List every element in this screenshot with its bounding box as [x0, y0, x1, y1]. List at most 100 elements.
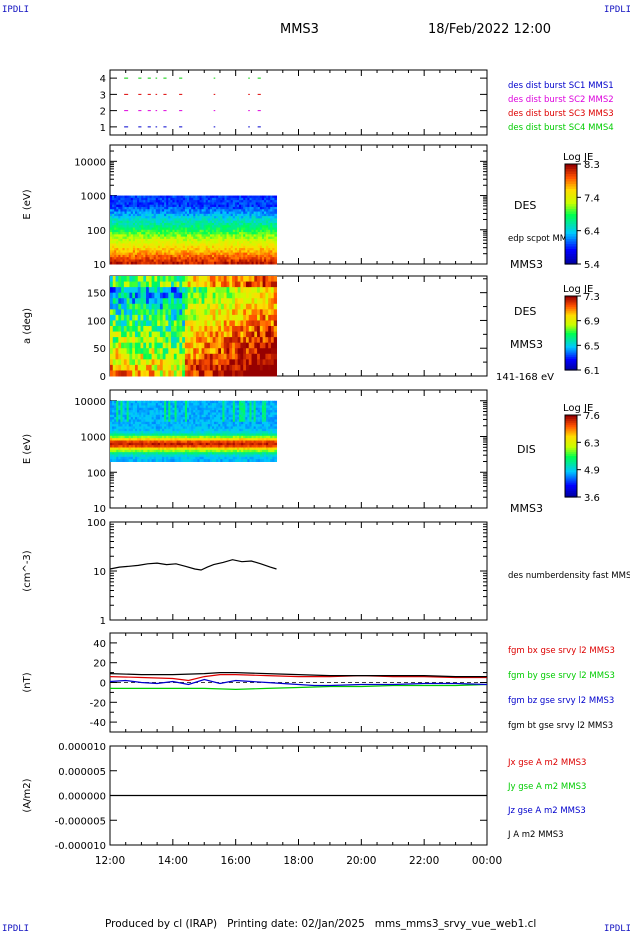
heatmap-cell — [268, 257, 271, 260]
heatmap-cell — [118, 454, 121, 458]
heatmap-cell — [129, 364, 133, 371]
heatmap-cell — [270, 234, 273, 238]
heatmap-cell — [128, 407, 132, 411]
heatmap-cell — [174, 241, 178, 244]
heatmap-cell — [234, 353, 239, 360]
heatmap-cell — [157, 216, 161, 219]
heatmap-cell — [209, 348, 214, 355]
heatmap-cell — [139, 433, 142, 437]
heatmap-cell — [255, 234, 259, 238]
heatmap-cell — [237, 353, 241, 360]
heatmap-cell — [139, 227, 142, 231]
heatmap-cell — [115, 287, 119, 294]
heatmap-cell — [168, 236, 171, 240]
colorbar-cell — [565, 191, 577, 195]
heatmap-cell — [265, 337, 269, 344]
heatmap-cell — [180, 424, 184, 427]
heatmap-cell — [166, 400, 169, 404]
heatmap-cell — [199, 250, 203, 254]
heatmap-cell — [245, 320, 250, 327]
heatmap-cell — [214, 227, 217, 231]
heatmap-cell — [168, 287, 172, 294]
heatmap-cell — [141, 421, 144, 425]
heatmap-cell — [116, 252, 119, 256]
colorbar-cell — [565, 216, 577, 220]
heatmap-cell — [126, 326, 130, 333]
heatmap-cell — [116, 227, 119, 231]
heatmap-cell — [137, 254, 140, 258]
heatmap-cell — [151, 238, 155, 242]
heatmap-cell — [201, 303, 205, 310]
heatmap-cell — [176, 216, 180, 219]
heatmap-cell — [114, 232, 117, 235]
heatmap-cell — [162, 261, 165, 265]
corner-tag-bottom-left: IPDLI — [2, 924, 30, 934]
heatmap-cell — [143, 250, 146, 254]
heatmap-cell — [176, 442, 180, 446]
heatmap-cell — [112, 236, 115, 240]
heatmap-cell — [122, 442, 126, 446]
heatmap-cell — [205, 238, 209, 242]
heatmap-cell — [248, 337, 253, 344]
heatmap-cell — [128, 232, 132, 235]
heatmap-cell — [254, 314, 258, 321]
heatmap-cell — [157, 452, 161, 455]
heatmap-cell — [249, 204, 253, 208]
heatmap-cell — [216, 209, 219, 213]
heatmap-cell — [141, 424, 144, 427]
heatmap-cell — [257, 326, 261, 333]
heatmap-cell — [193, 359, 197, 366]
heatmap-cell — [178, 195, 182, 199]
heatmap-cell — [179, 342, 183, 349]
heatmap-cell — [159, 197, 163, 201]
heatmap-cell — [153, 454, 157, 458]
heatmap-cell — [230, 232, 234, 235]
heatmap-cell — [251, 252, 255, 256]
heatmap-cell — [168, 438, 171, 441]
heatmap-cell — [257, 320, 261, 327]
heatmap-cell — [170, 257, 173, 260]
heatmap-cell — [151, 252, 155, 256]
heatmap-cell — [232, 200, 236, 203]
heatmap-cell — [268, 287, 272, 294]
heatmap-cell — [274, 252, 278, 256]
heatmap-cell — [214, 259, 217, 263]
des-pitch-tick-label: 50 — [93, 344, 106, 355]
heatmap-cell — [130, 407, 134, 411]
heatmap-cell — [187, 454, 190, 458]
heatmap-cell — [203, 241, 207, 244]
heatmap-cell — [123, 298, 128, 305]
heatmap-cell — [182, 257, 186, 260]
heatmap-cell — [199, 220, 203, 224]
heatmap-cell — [236, 202, 240, 206]
heatmap-cell — [149, 419, 153, 423]
heatmap-cell — [126, 424, 130, 427]
heatmap-cell — [251, 276, 255, 283]
colorbar-cell — [565, 310, 577, 314]
heatmap-cell — [122, 426, 126, 430]
heatmap-cell — [189, 250, 192, 254]
heatmap-cell — [124, 197, 128, 201]
heatmap-cell — [189, 257, 192, 260]
heatmap-cell — [237, 370, 241, 377]
heatmap-cell — [172, 229, 176, 233]
heatmap-cell — [134, 364, 139, 371]
heatmap-cell — [232, 359, 236, 366]
heatmap-cell — [259, 248, 263, 251]
heatmap-cell — [145, 433, 148, 437]
heatmap-cell — [201, 252, 205, 256]
heatmap-cell — [118, 238, 121, 242]
heatmap-cell — [207, 220, 211, 224]
heatmap-cell — [155, 447, 159, 451]
heatmap-cell — [118, 452, 121, 455]
heatmap-cell — [168, 238, 171, 242]
heatmap-cell — [193, 248, 196, 251]
heatmap-cell — [128, 421, 132, 425]
heatmap-cell — [151, 257, 155, 260]
heatmap-cell — [226, 331, 230, 338]
heatmap-cell — [216, 259, 219, 263]
heatmap-cell — [120, 211, 123, 215]
heatmap-cell — [254, 337, 258, 344]
heatmap-cell — [137, 281, 142, 288]
heatmap-cell — [234, 236, 238, 240]
